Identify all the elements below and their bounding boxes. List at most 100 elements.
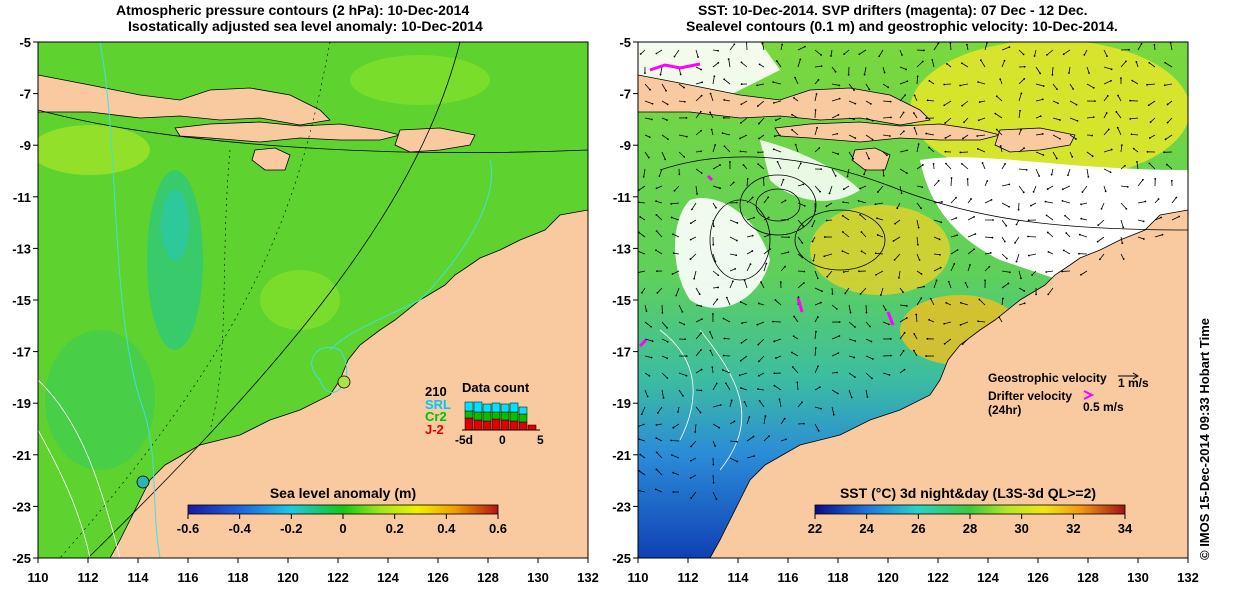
geostrophic-vector-head — [854, 326, 856, 328]
geostrophic-vector — [739, 372, 748, 376]
geostrophic-vector — [814, 366, 819, 374]
geostrophic-vector-head — [912, 112, 915, 114]
geostrophic-vector — [1001, 270, 1010, 273]
geostrophic-vector — [1031, 270, 1037, 276]
geostrophic-vector — [656, 230, 663, 238]
geostrophic-vector-head — [956, 234, 959, 237]
geostrophic-vector-head — [1020, 92, 1023, 95]
geostrophic-vector-head — [645, 310, 648, 313]
geostrophic-vector-head — [683, 100, 686, 103]
geostrophic-vector — [1001, 46, 1010, 51]
inset-tick-mid: 0 — [499, 433, 506, 447]
geostrophic-vector-head — [796, 381, 799, 384]
geostrophic-vector — [671, 202, 680, 205]
geostrophic-vector — [1137, 43, 1142, 51]
geostrophic-vector — [933, 43, 939, 51]
geostrophic-vector — [950, 217, 957, 221]
geostrophic-vector-head — [903, 368, 906, 371]
geostrophic-vector — [980, 59, 986, 68]
geostrophic-vector-head — [672, 426, 675, 429]
geostrophic-vector-head — [823, 236, 826, 238]
geostrophic-vector — [746, 250, 753, 255]
geostrophic-vector — [740, 355, 748, 362]
geostrophic-vector-head — [832, 413, 835, 416]
geostrophic-vector — [933, 236, 940, 240]
geostrophic-vector — [995, 113, 1003, 119]
left-map-axes: 110 112 114 116 118 120 122 124 126 128 130 132 -5 -7… — [12, 35, 599, 585]
geostrophic-vector-head — [943, 342, 946, 345]
geostrophic-vector-head — [945, 162, 947, 165]
inset-stacked-bars — [464, 401, 537, 431]
geostrophic-vector-head — [740, 387, 742, 389]
geostrophic-vector-head — [1027, 254, 1030, 257]
inset-tick-right: 5 — [537, 433, 544, 447]
geostrophic-vector — [915, 314, 918, 323]
geostrophic-vector — [640, 216, 646, 221]
geostrophic-vector-head — [681, 310, 684, 313]
geostrophic-vector-head — [1030, 204, 1032, 207]
geostrophic-vector — [1081, 218, 1088, 221]
geostrophic-vector-head — [749, 263, 752, 266]
geostrophic-vector-head — [784, 265, 787, 268]
geostrophic-vector-head — [871, 138, 874, 141]
geostrophic-vector-head — [689, 258, 692, 260]
geostrophic-vector-head — [961, 162, 963, 165]
geostrophic-vector-head — [815, 330, 817, 333]
geostrophic-vector-head — [1075, 138, 1077, 140]
inset-bar-segment — [500, 419, 510, 431]
geostrophic-vector — [882, 66, 885, 73]
geostrophic-vector — [1103, 149, 1112, 153]
geostrophic-vector — [724, 146, 731, 153]
geostrophic-vector-head — [757, 163, 760, 166]
geostrophic-vector — [1103, 185, 1107, 192]
geostrophic-vector-head — [1046, 188, 1049, 190]
geostrophic-vector-head — [774, 299, 777, 301]
geostrophic-vector-head — [673, 55, 676, 58]
geostrophic-vector — [643, 168, 646, 177]
geostrophic-vector-head — [816, 126, 818, 129]
geostrophic-vector-head — [1126, 185, 1129, 188]
geostrophic-vector-head — [863, 73, 866, 76]
geostrophic-vector — [814, 185, 821, 192]
geostrophic-vector — [984, 42, 988, 51]
geostrophic-vector — [678, 321, 685, 325]
inset-bar-segment — [518, 406, 528, 415]
geostrophic-vector — [780, 266, 786, 272]
inset-bar-segment — [464, 401, 474, 412]
right-map-x-tick-label: 110 — [628, 570, 649, 585]
geostrophic-vector-head — [1003, 59, 1006, 62]
right-map-y-tick-label: -11 — [613, 190, 631, 205]
geostrophic-vector — [729, 457, 738, 462]
geostrophic-vector-head — [655, 424, 658, 426]
geostrophic-vector — [746, 178, 749, 187]
geostrophic-vector-head — [711, 313, 714, 315]
geostrophic-vector — [1035, 151, 1044, 156]
geostrophic-vector-head — [1122, 226, 1125, 229]
geostrophic-vector-head — [739, 359, 742, 362]
geostrophic-vector-head — [878, 55, 880, 58]
geostrophic-vector — [1171, 197, 1177, 204]
geostrophic-vector-head — [1117, 94, 1119, 97]
geostrophic-vector-head — [712, 225, 715, 228]
geostrophic-vector — [739, 134, 748, 139]
geostrophic-vector-head — [1124, 164, 1126, 167]
geostrophic-vector — [638, 232, 646, 238]
geostrophic-vector-head — [1130, 133, 1133, 136]
geostrophic-vector-head — [758, 137, 760, 140]
geostrophic-vector — [984, 266, 990, 272]
geostrophic-vector-head — [888, 323, 890, 326]
geostrophic-vector — [644, 355, 652, 358]
geostrophic-vector-head — [700, 368, 703, 371]
geostrophic-vector — [712, 383, 718, 391]
geostrophic-vector-head — [1170, 179, 1173, 182]
geostrophic-vector — [860, 287, 867, 295]
geostrophic-vector — [899, 130, 905, 136]
geostrophic-vector — [962, 134, 969, 139]
geostrophic-vector-head — [886, 154, 888, 157]
geostrophic-vector-head — [784, 199, 787, 202]
geostrophic-vector-head — [869, 102, 872, 105]
geostrophic-vector — [1035, 83, 1044, 87]
geostrophic-vector-head — [679, 73, 682, 76]
right-map-y-tick-label: -17 — [612, 345, 631, 360]
geostrophic-vector — [797, 236, 803, 244]
